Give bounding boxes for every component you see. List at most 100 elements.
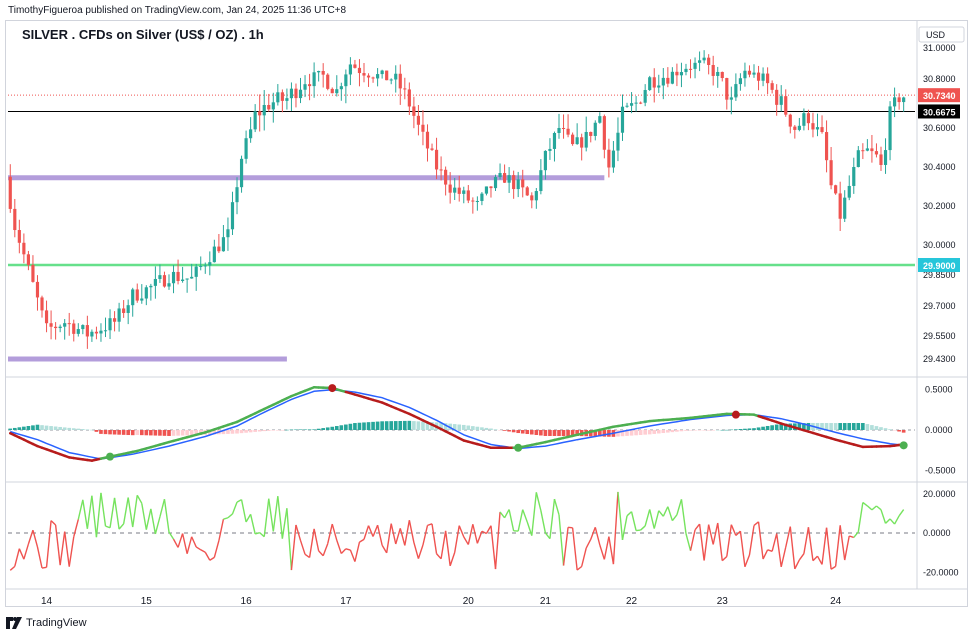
macd-histogram-bar: [525, 430, 530, 435]
candle-body: [90, 331, 94, 337]
oscillator-segment: [18, 548, 25, 560]
macd-histogram-bar: [670, 430, 675, 433]
candle-body: [181, 279, 185, 281]
oscillator-segment: [753, 521, 759, 527]
candle-body: [716, 71, 720, 76]
candle-body: [874, 151, 879, 155]
candle-body: [525, 187, 529, 196]
candle-body: [421, 124, 425, 132]
candle-body: [552, 132, 557, 149]
price-tick-label: 29.8500: [923, 270, 956, 280]
oscillator-segment: [526, 521, 533, 536]
candle-body: [253, 111, 257, 130]
candle-body: [335, 89, 339, 94]
oscillator-segment: [204, 551, 211, 561]
oscillator-panel: 20.0000 0.0000 -20.0000: [8, 489, 959, 577]
macd-histogram-bar: [121, 430, 126, 435]
oscillator-segment: [304, 553, 310, 559]
oscillator-segment: [621, 515, 628, 541]
candle-body: [303, 84, 307, 90]
candle-body: [144, 287, 148, 299]
price-axes: USD 31.0000 30.8000 30.6000 30.4000 30.2000 30…: [918, 26, 965, 364]
oscillator-segment: [785, 526, 791, 548]
oscillator-segment: [853, 531, 859, 538]
candle-body: [394, 73, 398, 80]
oscillator-segment: [767, 549, 773, 553]
last-price-badge-bg: [918, 88, 960, 103]
candle-body: [571, 134, 575, 145]
bullish-cross-dot: [106, 452, 115, 461]
macd-histogram-bar: [752, 428, 756, 430]
candle-body: [249, 129, 253, 139]
candle-body: [44, 310, 49, 324]
macd-histogram-bar: [897, 430, 901, 432]
candle-body: [298, 89, 303, 99]
time-tick-label: 15: [141, 596, 153, 607]
macd-histogram-bar: [802, 423, 806, 430]
candle-body: [561, 127, 566, 129]
candle-body: [389, 79, 393, 81]
oscillator-segment: [830, 565, 837, 570]
ref-price-badge: 30.6675: [923, 107, 956, 117]
macd-histogram-bar: [380, 421, 384, 430]
macd-histogram-bar: [480, 427, 484, 430]
oscillator-segment: [27, 529, 34, 545]
oscillator-segment: [585, 539, 592, 549]
macd-histogram-bar: [384, 421, 389, 430]
oscillator-segment: [272, 496, 279, 532]
macd-histogram-bar: [244, 430, 248, 433]
candle-body: [54, 326, 58, 329]
candle-body: [112, 318, 117, 322]
macd-histogram-bar: [516, 430, 521, 434]
candle-body: [199, 265, 203, 267]
oscillator-segment: [503, 509, 510, 519]
candle-body: [26, 254, 30, 265]
oscillator-segment: [236, 499, 242, 503]
candle-body: [679, 72, 684, 76]
oscillator-segment: [277, 496, 284, 539]
candle-body: [126, 305, 130, 313]
macd-histogram-bar: [679, 430, 684, 432]
macd-histogram-bar: [180, 430, 185, 436]
candle-body: [194, 266, 198, 277]
oscillator-segment: [186, 536, 193, 554]
candle-body: [244, 138, 248, 159]
candle-body: [262, 104, 266, 116]
candle-body: [720, 71, 724, 79]
candle-body: [629, 103, 634, 106]
macd-histogram-bar: [720, 429, 725, 431]
candle-body: [729, 97, 733, 100]
macd-histogram-bar: [507, 430, 511, 432]
oscillator-segment: [549, 498, 556, 539]
macd-histogram-bar: [833, 423, 838, 430]
oscillator-segment: [281, 508, 288, 539]
oscillator-segment: [422, 525, 429, 546]
candle-body: [756, 72, 761, 81]
candle-body: [543, 150, 547, 171]
macd-histogram-bar: [108, 430, 112, 435]
candle-body: [13, 208, 17, 231]
macd-histogram-bar: [357, 422, 362, 430]
macd-histogram-bar: [557, 430, 561, 436]
time-tick-label: 14: [41, 596, 53, 607]
macd-histogram-bar: [22, 426, 26, 430]
time-tick-label: 21: [540, 596, 552, 607]
oscillator-segment: [436, 553, 442, 560]
macd-histogram-bar: [643, 430, 647, 435]
candle-body: [176, 271, 180, 281]
candle-body: [829, 160, 833, 186]
oscillator-segment: [880, 509, 887, 524]
osc-tick-label: 20.0000: [923, 489, 956, 499]
candle-body: [815, 127, 820, 130]
candle-body: [212, 246, 216, 263]
oscillator-segment: [871, 505, 877, 511]
price-tick-label: 29.4300: [923, 354, 956, 364]
macd-histogram-bar: [734, 429, 738, 430]
macd-histogram-bar: [815, 422, 820, 430]
oscillator-segment: [82, 499, 89, 529]
symbol-title[interactable]: SILVER . CFDs on Silver (US$ / OZ) . 1h: [22, 27, 264, 42]
candle-body: [584, 131, 588, 148]
macd-histogram-bar: [235, 430, 239, 434]
macd-histogram-bar: [765, 425, 770, 430]
